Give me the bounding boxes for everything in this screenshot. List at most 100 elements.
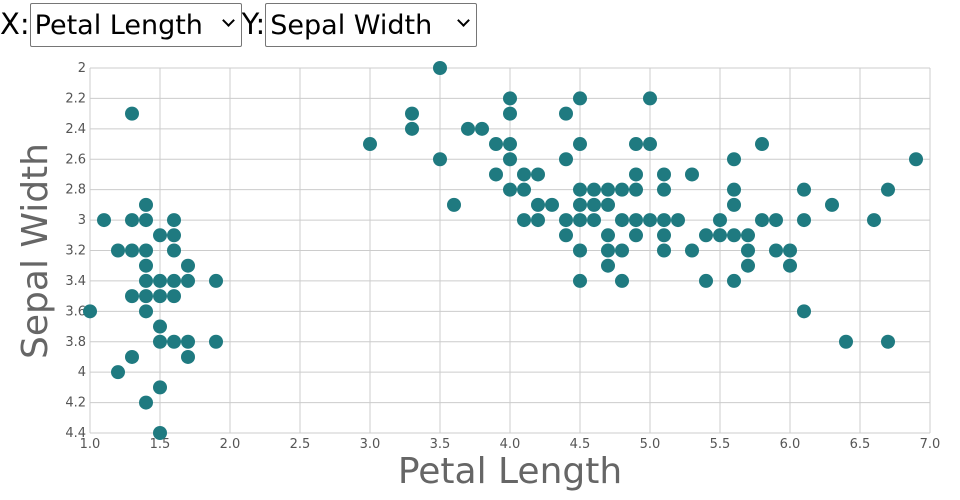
data-point (643, 213, 657, 228)
y-select-label: Y: (241, 7, 266, 41)
x-select-label: X: (0, 7, 30, 41)
data-point (629, 182, 643, 197)
data-point (699, 228, 713, 243)
data-point (629, 228, 643, 243)
y-tick-label: 4.2 (65, 396, 86, 411)
data-point (867, 213, 881, 228)
data-point (601, 228, 615, 243)
x-tick-label: 2.5 (290, 437, 311, 452)
y-tick-label: 3.6 (65, 304, 86, 319)
data-point (153, 228, 167, 243)
data-point (699, 273, 713, 288)
data-point (97, 213, 111, 228)
data-point (125, 213, 139, 228)
data-point (685, 167, 699, 182)
data-point (153, 426, 167, 440)
data-point (209, 334, 223, 349)
data-point (741, 243, 755, 258)
y-tick-label: 4 (78, 365, 86, 380)
x-tick-label: 5.5 (710, 437, 731, 452)
y-tick-label: 3.2 (65, 244, 86, 259)
axis-ticks: 1.0 1.5 2.0 2.5 3.0 3.5 4.0 4.5 5.0 5.5 6.0 6.5 7.0 2… (65, 61, 940, 452)
x-axis-select-value: Petal Length (34, 9, 203, 41)
data-point (139, 243, 153, 258)
data-point (167, 228, 181, 243)
data-point (503, 106, 517, 121)
data-point (125, 349, 139, 364)
data-point (433, 152, 447, 167)
data-point (881, 334, 895, 349)
data-point (615, 243, 629, 258)
data-point (139, 304, 153, 319)
y-axis-select[interactable]: Sepal Width (265, 3, 478, 47)
x-tick-label: 6.0 (780, 437, 801, 452)
x-axis-select[interactable]: Petal Length (29, 3, 242, 47)
data-point (167, 334, 181, 349)
data-point (783, 243, 797, 258)
data-point (657, 228, 671, 243)
data-point (433, 61, 447, 75)
data-point (517, 213, 531, 228)
data-point (783, 258, 797, 273)
data-point (181, 258, 195, 273)
data-point (769, 213, 783, 228)
data-point (125, 243, 139, 258)
data-point (517, 182, 531, 197)
y-tick-label: 2.6 (65, 152, 86, 167)
data-point (643, 91, 657, 106)
data-point (657, 167, 671, 182)
y-tick-label: 2 (78, 61, 86, 76)
data-point (139, 273, 153, 288)
x-tick-label: 5.0 (640, 437, 661, 452)
y-axis-title: Sepal Width (15, 143, 56, 359)
data-point (181, 349, 195, 364)
data-point (881, 182, 895, 197)
data-point (573, 182, 587, 197)
data-point (727, 152, 741, 167)
data-point (909, 152, 923, 167)
data-point (657, 243, 671, 258)
data-point (167, 289, 181, 304)
data-point (475, 121, 489, 136)
data-point (755, 213, 769, 228)
x-tick-label: 4.5 (570, 437, 591, 452)
data-point (139, 197, 153, 212)
data-point (111, 243, 125, 258)
data-point (545, 197, 559, 212)
data-point (167, 273, 181, 288)
data-point (153, 334, 167, 349)
data-point (559, 106, 573, 121)
data-point (181, 273, 195, 288)
data-point (685, 243, 699, 258)
data-point (587, 197, 601, 212)
data-point (615, 182, 629, 197)
data-point (797, 304, 811, 319)
data-point (601, 182, 615, 197)
scatter-points (83, 61, 923, 440)
grid-lines (89, 67, 931, 434)
y-tick-label: 3.4 (65, 274, 86, 289)
data-point (153, 273, 167, 288)
data-point (741, 228, 755, 243)
data-point (629, 167, 643, 182)
data-point (503, 137, 517, 152)
x-axis-title: Petal Length (398, 451, 622, 492)
data-point (517, 167, 531, 182)
data-point (741, 258, 755, 273)
data-point (489, 137, 503, 152)
data-point (153, 289, 167, 304)
data-point (671, 213, 685, 228)
x-tick-label: 1.5 (150, 437, 171, 452)
y-tick-label: 2.8 (65, 183, 86, 198)
data-point (111, 365, 125, 380)
data-point (559, 228, 573, 243)
axis-controls: X: Petal Length Y: Sepal Width (0, 0, 478, 48)
data-point (209, 273, 223, 288)
data-point (601, 243, 615, 258)
data-point (573, 137, 587, 152)
y-axis-select-value: Sepal Width (270, 9, 433, 41)
data-point (139, 289, 153, 304)
data-point (503, 182, 517, 197)
data-point (573, 273, 587, 288)
x-tick-label: 1.0 (80, 437, 101, 452)
